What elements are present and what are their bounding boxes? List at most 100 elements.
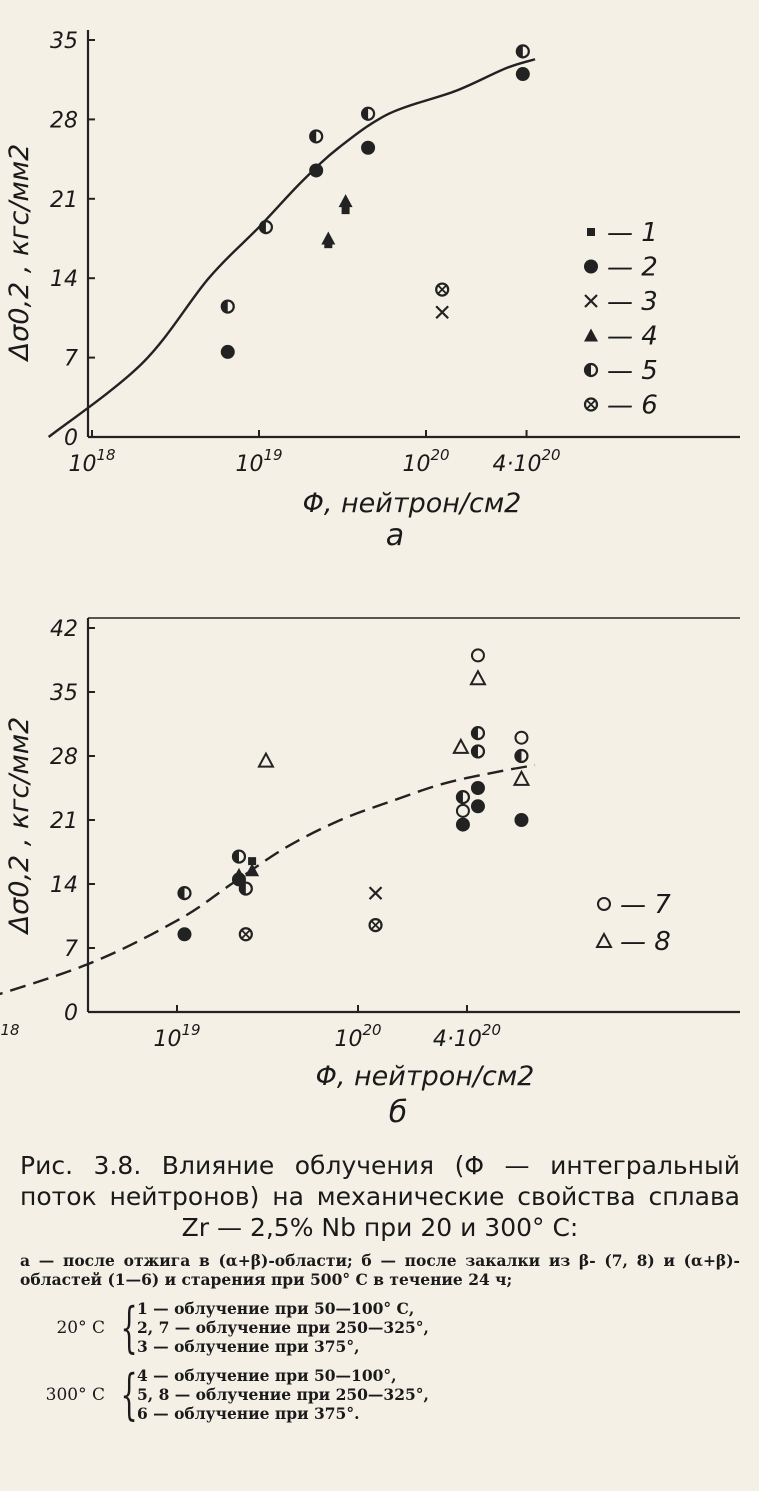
chart-b-ylabel: Δσ0,2 , кгс/мм2 [4, 717, 35, 936]
chart-a-point-series-5 [309, 129, 324, 144]
chart-b-point-series-5 [238, 881, 253, 896]
chart-b-ytick-label: 0 [64, 1001, 78, 1026]
chart-b-point-series-2 [455, 817, 470, 832]
chart-a-legend-marker [587, 228, 595, 236]
chart-b-ytick-label: 7 [64, 937, 78, 962]
chart-b-xtick-label: 1019 [153, 1021, 200, 1052]
chart-b-point-series-8 [452, 737, 470, 754]
brace-icon: { [120, 1295, 138, 1359]
chart-b-xlabel: Φ, нейтрон/см2 [316, 1061, 535, 1092]
chart-a-ytick-label: 14 [50, 267, 78, 292]
chart-a-point-series-5 [515, 44, 530, 59]
chart-a-legend-label: — 1 [607, 218, 658, 248]
chart-a-legend-marker [584, 259, 598, 274]
chart-b-point-series-4 [245, 863, 260, 877]
chart-a: Δσ0,2 , кгс/мм2 Φ, нейтрон/см2 а 0 7 14 21 2… [4, 29, 740, 553]
chart-b-point-series-2 [470, 799, 485, 814]
chart-a-xlabel: Φ, нейтрон/см2 [303, 488, 522, 519]
chart-a-xtick-label: 1019 [235, 446, 282, 477]
chart-b-legend-label: — 8 [620, 927, 671, 957]
chart-a-legend-marker [584, 294, 598, 308]
chart-a-point-series-5 [220, 299, 235, 314]
condition-item: 1 — облучение при 50—100° С, [137, 1299, 415, 1318]
chart-b-point-series-2 [514, 813, 529, 827]
condition-item: 6 — облучение при 375°. [137, 1404, 360, 1423]
chart-b-subtitle: б [389, 1095, 408, 1130]
chart-b-point-series-8 [512, 769, 531, 786]
chart-a-subtitle: а [386, 518, 404, 553]
condition-group-20: 20° С { 1 — облучение при 50—100° С, 2, … [20, 1299, 740, 1356]
chart-b-fit-curve [0, 763, 536, 996]
chart-a-point-series-4 [321, 231, 336, 245]
chart-b: Δσ0,2 , кгс/мм2 Φ, нейтрон/см2 б 0 7 14 21 2… [0, 617, 740, 1130]
chart-a-legend-marker [583, 397, 599, 412]
chart-a-legend-label: — 5 [607, 356, 658, 386]
chart-b-point-series-1 [248, 857, 257, 866]
chart-b-point-series-7 [455, 803, 470, 818]
chart-a-legend-label: — 6 [607, 391, 658, 421]
condition-group-300: 300° С { 4 — облучение при 50—100°, 5, 8… [20, 1366, 740, 1423]
condition-item: 3 — облучение при 375°, [137, 1337, 360, 1356]
chart-a-xtick-label: 4·1020 [493, 446, 561, 477]
chart-b-xtick-label: 1018 [0, 1021, 20, 1052]
condition-item: 4 — облучение при 50—100°, [137, 1366, 397, 1385]
chart-b-point-series-2 [470, 781, 485, 795]
chart-a-legend-marker [583, 362, 599, 378]
chart-a-point-series-4 [338, 194, 353, 208]
condition-item: 2, 7 — облучение при 250—325°, [137, 1318, 429, 1337]
condition-temp: 300° С [45, 1384, 105, 1405]
chart-b-legend-marker [595, 931, 613, 948]
chart-b-ytick-label: 14 [50, 873, 78, 898]
chart-b-point-series-8 [469, 669, 487, 686]
chart-a-point-series-2 [309, 163, 324, 178]
condition-item: 5, 8 — облучение при 250—325°, [137, 1385, 429, 1404]
chart-b-point-series-5 [177, 886, 192, 901]
chart-b-point-series-8 [257, 751, 275, 768]
chart-a-xtick-label: 1020 [402, 446, 449, 477]
chart-b-point-series-2 [177, 927, 192, 942]
chart-b-point-series-5 [470, 726, 486, 741]
chart-b-point-series-7 [514, 730, 529, 745]
chart-a-legend-label: — 3 [607, 287, 658, 317]
chart-b-point-series-5 [514, 748, 529, 764]
chart-b-xtick-label: 1020 [334, 1021, 381, 1052]
chart-a-point-series-2 [220, 344, 235, 359]
chart-a-ytick-label: 0 [64, 426, 78, 451]
chart-b-point-series-5 [231, 849, 247, 864]
chart-b-point-series-5 [470, 744, 486, 759]
caption-title: Рис. 3.8. Влияние облучения (Φ — интегра… [20, 1151, 740, 1242]
chart-a-point-series-5 [258, 220, 274, 235]
chart-a-legend-label: — 4 [607, 322, 658, 352]
chart-a-point-series-3 [435, 305, 449, 320]
chart-b-ytick-label: 21 [50, 809, 78, 834]
chart-b-ytick-label: 28 [50, 745, 78, 770]
chart-b-point-series-3 [368, 886, 383, 900]
chart-a-legend-label: — 2 [607, 253, 658, 283]
chart-a-fit-curve [47, 58, 536, 438]
chart-b-point-series-7 [470, 648, 485, 663]
chart-a-point-series-6 [435, 282, 450, 297]
chart-a-legend-marker [584, 328, 598, 342]
chart-a-ytick-label: 21 [50, 188, 78, 213]
chart-b-point-series-6 [238, 927, 253, 942]
chart-b-xtick-label: 4·1020 [433, 1021, 501, 1052]
chart-b-point-series-5 [455, 790, 471, 805]
figure-caption: Рис. 3.8. Влияние облучения (Φ — интегра… [20, 1150, 740, 1423]
chart-a-ytick-label: 35 [50, 29, 78, 54]
chart-a-point-series-2 [361, 140, 376, 155]
chart-a-point-series-1 [341, 206, 350, 215]
chart-b-point-series-4 [231, 867, 246, 881]
chart-b-legend-marker [597, 897, 611, 911]
chart-a-point-series-5 [360, 106, 376, 121]
chart-b-ytick-label: 35 [50, 681, 78, 706]
brace-icon: { [120, 1362, 138, 1426]
chart-b-ytick-label: 42 [50, 617, 78, 642]
chart-a-ytick-label: 28 [50, 108, 78, 133]
chart-a-ylabel: Δσ0,2 , кгс/мм2 [4, 144, 35, 363]
chart-b-legend-label: — 7 [620, 890, 671, 920]
condition-temp: 20° С [56, 1317, 105, 1338]
chart-b-point-series-6 [368, 918, 383, 933]
caption-description: а — после отжига в (α+β)-области; б — по… [20, 1251, 740, 1289]
chart-a-ytick-label: 7 [64, 347, 78, 372]
chart-a-point-series-2 [515, 67, 530, 82]
